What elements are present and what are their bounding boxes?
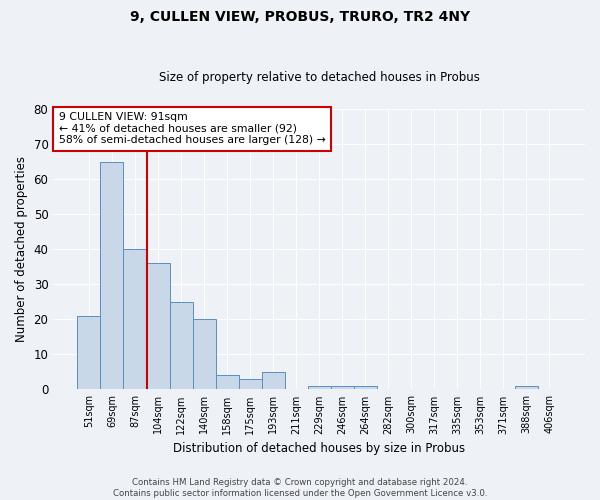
- Title: Size of property relative to detached houses in Probus: Size of property relative to detached ho…: [159, 72, 479, 85]
- Bar: [193, 320, 215, 390]
- Bar: [262, 372, 284, 390]
- Bar: [170, 302, 193, 390]
- Bar: [100, 162, 124, 390]
- Text: 9 CULLEN VIEW: 91sqm
← 41% of detached houses are smaller (92)
58% of semi-detac: 9 CULLEN VIEW: 91sqm ← 41% of detached h…: [59, 112, 325, 146]
- X-axis label: Distribution of detached houses by size in Probus: Distribution of detached houses by size …: [173, 442, 465, 455]
- Bar: [146, 264, 170, 390]
- Y-axis label: Number of detached properties: Number of detached properties: [15, 156, 28, 342]
- Bar: [215, 376, 239, 390]
- Bar: [331, 386, 353, 390]
- Bar: [515, 386, 538, 390]
- Bar: [124, 250, 146, 390]
- Bar: [308, 386, 331, 390]
- Text: 9, CULLEN VIEW, PROBUS, TRURO, TR2 4NY: 9, CULLEN VIEW, PROBUS, TRURO, TR2 4NY: [130, 10, 470, 24]
- Bar: [353, 386, 377, 390]
- Text: Contains HM Land Registry data © Crown copyright and database right 2024.
Contai: Contains HM Land Registry data © Crown c…: [113, 478, 487, 498]
- Bar: [239, 379, 262, 390]
- Bar: [77, 316, 100, 390]
